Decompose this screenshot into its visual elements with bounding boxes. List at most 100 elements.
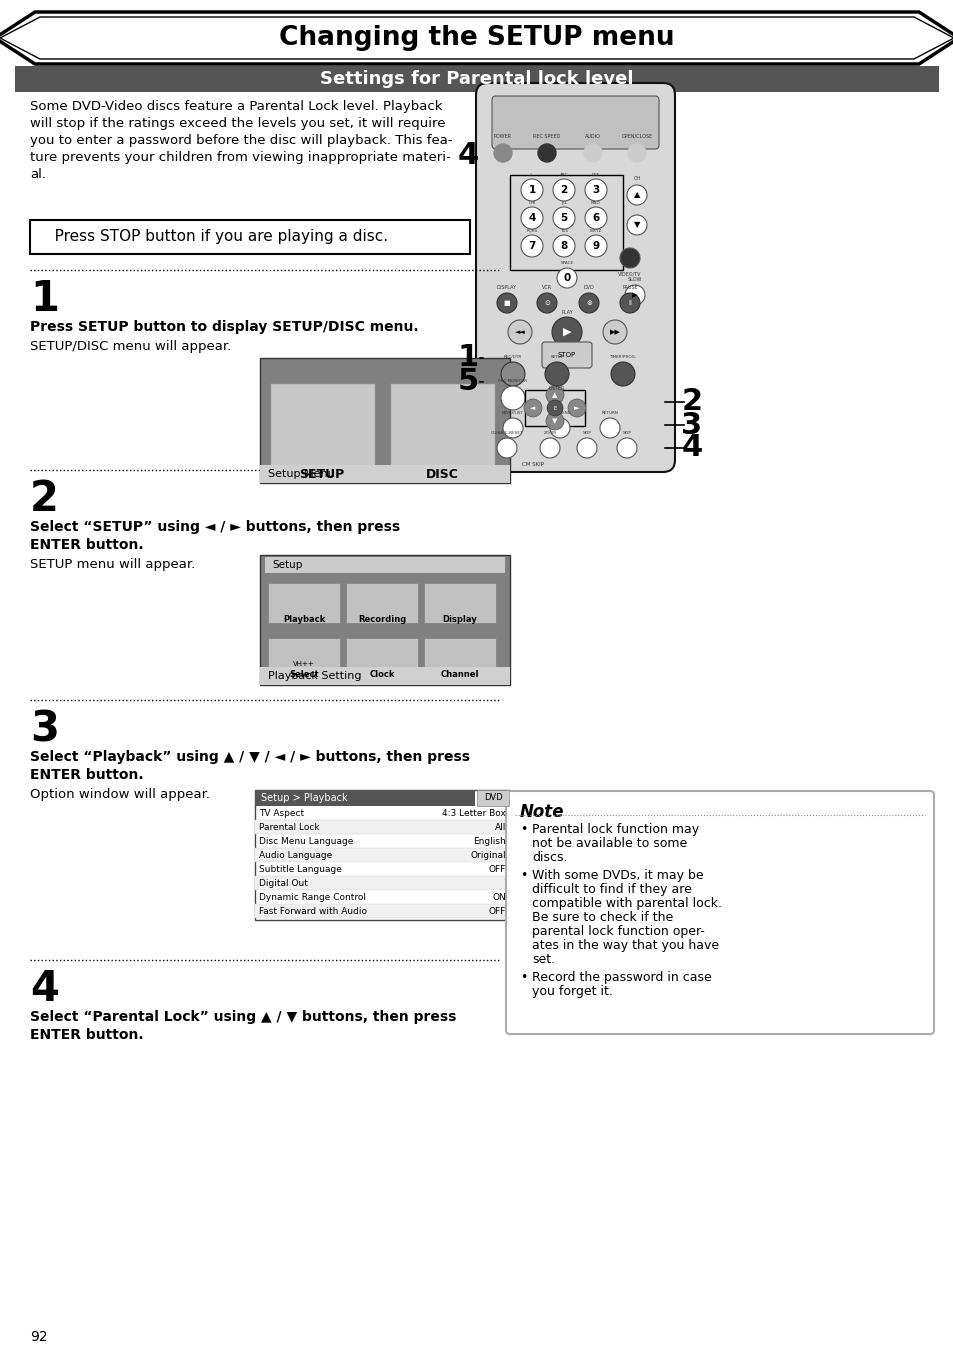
Text: 4: 4 [528,213,536,222]
Text: OFF: OFF [488,864,505,874]
Text: DISC: DISC [425,468,458,481]
Circle shape [626,185,646,205]
Text: REC MONITOR: REC MONITOR [497,379,527,383]
FancyBboxPatch shape [254,790,510,919]
Text: ►: ► [574,404,579,411]
Circle shape [557,268,577,288]
Text: STOP: STOP [558,352,576,359]
Circle shape [550,418,569,438]
Circle shape [577,438,597,458]
Text: II: II [627,301,631,306]
Text: 8: 8 [559,241,567,251]
Circle shape [523,399,541,417]
Text: MNO: MNO [591,201,600,205]
Circle shape [599,418,619,438]
Circle shape [619,293,639,313]
Text: VCR: VCR [541,284,552,290]
FancyBboxPatch shape [260,667,510,685]
Text: Setup: Setup [272,559,302,570]
Circle shape [552,317,581,346]
Text: 9: 9 [592,241,598,251]
Text: WXYZ: WXYZ [589,229,601,233]
Text: Note: Note [519,803,564,821]
Circle shape [626,214,646,235]
Text: Playback Setting: Playback Setting [268,671,361,681]
Text: ENTER: ENTER [548,386,564,391]
Text: Setup Menu: Setup Menu [268,469,335,479]
Text: ON: ON [492,892,505,902]
FancyBboxPatch shape [346,582,417,623]
Text: discs.: discs. [532,851,567,864]
FancyBboxPatch shape [268,638,339,678]
Text: Playback: Playback [283,615,325,624]
Text: DVD: DVD [583,284,594,290]
Text: Fast Forward with Audio: Fast Forward with Audio [258,906,367,915]
Text: 4: 4 [680,434,702,462]
Text: PQRS: PQRS [526,229,537,233]
Circle shape [539,438,559,458]
Circle shape [520,235,542,257]
Text: Select: Select [289,670,318,679]
Circle shape [545,386,563,404]
FancyBboxPatch shape [423,638,496,678]
Text: 1: 1 [528,185,535,195]
Text: Changing the SETUP menu: Changing the SETUP menu [279,26,674,51]
Text: 4:3 Letter Box: 4:3 Letter Box [441,809,505,817]
FancyBboxPatch shape [260,359,510,483]
Text: JKL: JKL [560,201,566,205]
Text: ◄◄: ◄◄ [514,329,525,336]
Text: TOP MENU: TOP MENU [549,411,570,415]
Circle shape [553,208,575,229]
Circle shape [502,418,522,438]
Text: CLEAR/C-RESET: CLEAR/C-RESET [490,431,522,435]
FancyBboxPatch shape [260,555,510,685]
FancyBboxPatch shape [254,790,475,806]
Text: TIMER/PROG.: TIMER/PROG. [609,355,636,359]
Text: REC/DTR: REC/DTR [503,355,521,359]
Text: SETUP: SETUP [299,468,344,481]
Circle shape [617,438,637,458]
Text: MENU/LIST: MENU/LIST [501,411,523,415]
Text: E: E [553,406,557,411]
Text: ▶▶: ▶▶ [609,329,619,336]
Text: Recording: Recording [357,615,406,624]
FancyBboxPatch shape [254,820,510,834]
Text: Press STOP button if you are playing a disc.: Press STOP button if you are playing a d… [40,229,388,244]
FancyBboxPatch shape [541,342,592,368]
Text: Original: Original [470,851,505,860]
Text: Settings for Parental lock level: Settings for Parental lock level [320,70,633,88]
Circle shape [567,399,585,417]
FancyBboxPatch shape [505,791,933,1034]
FancyBboxPatch shape [30,220,470,253]
Text: ENTER button.: ENTER button. [30,1029,144,1042]
Text: Parental lock function may: Parental lock function may [532,824,699,836]
Text: ▲: ▲ [552,392,558,398]
Text: DISPLAY: DISPLAY [497,284,517,290]
FancyBboxPatch shape [390,383,495,473]
Text: Select “Parental Lock” using ▲ / ▼ buttons, then press: Select “Parental Lock” using ▲ / ▼ butto… [30,1010,456,1024]
Text: Display: Display [442,615,476,624]
Text: RETURN: RETURN [601,411,618,415]
Circle shape [624,284,644,305]
Circle shape [553,235,575,257]
Text: SKIP: SKIP [622,431,631,435]
FancyBboxPatch shape [254,848,510,861]
Text: Record the password in case: Record the password in case [532,971,711,984]
Text: DEF: DEF [591,173,599,177]
Circle shape [507,319,532,344]
Text: SETUP: SETUP [550,355,563,359]
Text: ▼: ▼ [633,221,639,229]
Circle shape [584,208,606,229]
Circle shape [546,400,562,417]
Text: ./.: ./. [530,173,534,177]
Text: Setup > Playback: Setup > Playback [261,793,347,803]
FancyBboxPatch shape [254,876,510,890]
Circle shape [627,144,645,162]
Text: parental lock function oper-: parental lock function oper- [532,925,704,938]
Text: TUV: TUV [559,229,568,233]
Text: 92: 92 [30,1330,48,1344]
FancyBboxPatch shape [270,383,375,473]
Circle shape [537,293,557,313]
Text: 3: 3 [680,411,701,439]
Circle shape [500,363,524,386]
